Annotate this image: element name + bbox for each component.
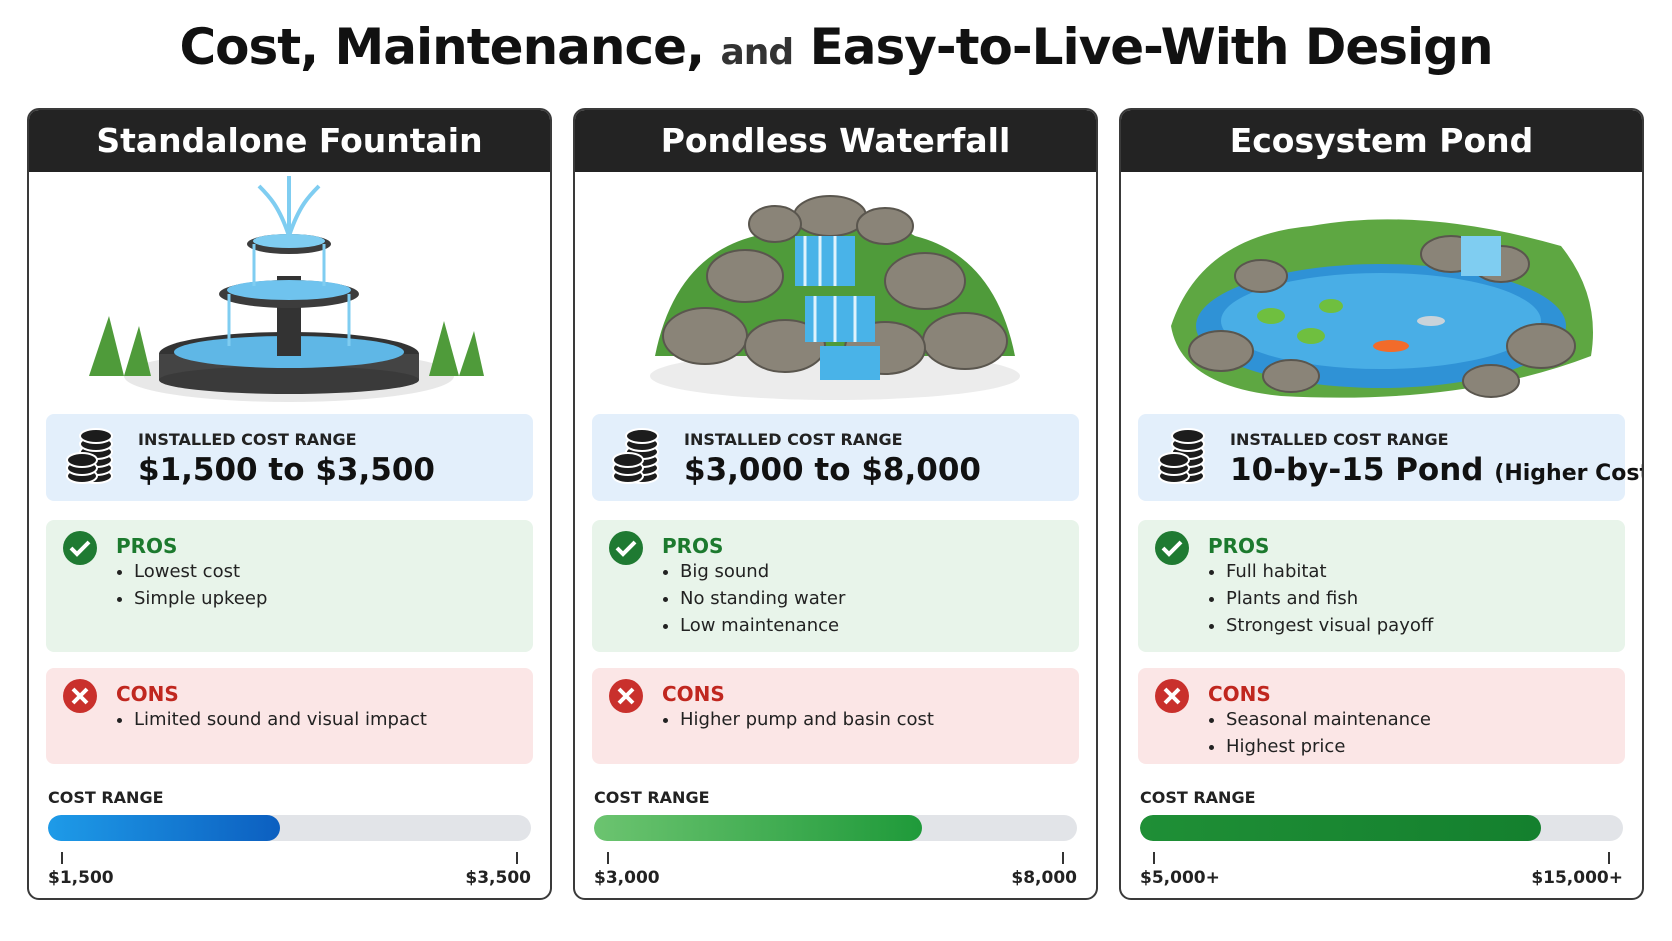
cost-label: INSTALLED COST RANGE (138, 430, 357, 449)
cons-item: Highest price (1226, 733, 1431, 760)
pros-item: Big sound (680, 558, 845, 585)
cons-label: CONS (662, 682, 725, 706)
card-title: Pondless Waterfall (575, 110, 1096, 172)
pros-item: Full habitat (1226, 558, 1433, 585)
cost-box: INSTALLED COST RANGE $1,500 to $3,500 (46, 414, 533, 501)
cons-box: CONSLimited sound and visual impact (46, 668, 533, 764)
pros-label: PROS (116, 534, 178, 558)
cons-icon (1154, 678, 1190, 718)
cost-value: $1,500 to $3,500 (138, 452, 435, 488)
range-label: COST RANGE (48, 788, 164, 807)
range-min: $5,000+ (1140, 868, 1220, 888)
title-part: Easy-to-Live-With Design (809, 18, 1494, 76)
card: Ecosystem Pond INSTALLED COST RANGE 10-by-… (1119, 108, 1644, 900)
pros-list: Big soundNo standing waterLow maintenanc… (662, 558, 845, 639)
cons-label: CONS (1208, 682, 1271, 706)
illustration (615, 176, 1056, 410)
range-label: COST RANGE (1140, 788, 1256, 807)
pros-icon (62, 530, 98, 570)
cost-text: $3,000 to $8,000 (684, 452, 981, 488)
coins-icon (1158, 428, 1206, 490)
cons-icon (608, 678, 644, 718)
cons-item: Higher pump and basin cost (680, 706, 934, 733)
pros-item: No standing water (680, 585, 845, 612)
range-max: $8,000 (1011, 868, 1077, 888)
range-track (48, 815, 531, 841)
cons-box: CONSHigher pump and basin cost (592, 668, 1079, 764)
range-min: $1,500 (48, 868, 114, 888)
range-min: $3,000 (594, 868, 660, 888)
cons-list: Limited sound and visual impact (116, 706, 427, 733)
cost-note: (Higher Cost) (1494, 461, 1644, 486)
illustration (1161, 176, 1602, 410)
range-fill (1140, 815, 1541, 841)
range-fill (48, 815, 280, 841)
pros-label: PROS (1208, 534, 1270, 558)
range-tick (607, 852, 609, 864)
pros-item: Strongest visual payoff (1226, 612, 1433, 639)
cost-value: $3,000 to $8,000 (684, 452, 981, 488)
range-tick (61, 852, 63, 864)
pros-item: Simple upkeep (134, 585, 267, 612)
cost-box: INSTALLED COST RANGE $3,000 to $8,000 (592, 414, 1079, 501)
range-fill (594, 815, 923, 841)
range-tick (1608, 852, 1610, 864)
pros-icon (1154, 530, 1190, 570)
cost-value: 10-by-15 Pond (Higher Cost) (1230, 452, 1644, 488)
cons-label: CONS (116, 682, 179, 706)
card-title: Ecosystem Pond (1121, 110, 1642, 172)
range-track (1140, 815, 1623, 841)
pros-item: Lowest cost (134, 558, 267, 585)
illustration (69, 176, 510, 410)
cons-icon (62, 678, 98, 718)
range-track (594, 815, 1077, 841)
coins-icon (66, 428, 114, 490)
pros-box: PROSBig soundNo standing waterLow mainte… (592, 520, 1079, 652)
pros-box: PROSFull habitatPlants and fishStrongest… (1138, 520, 1625, 652)
range-tick (1062, 852, 1064, 864)
range-tick (1153, 852, 1155, 864)
pros-item: Low maintenance (680, 612, 845, 639)
title: Cost, Maintenance, and Easy-to-Live-With… (0, 18, 1672, 76)
cons-item: Seasonal maintenance (1226, 706, 1431, 733)
cost-box: INSTALLED COST RANGE 10-by-15 Pond (Highe… (1138, 414, 1642, 501)
cost-label: INSTALLED COST RANGE (684, 430, 903, 449)
cost-label: INSTALLED COST RANGE (1230, 430, 1449, 449)
coins-icon (612, 428, 660, 490)
pros-list: Full habitatPlants and fishStrongest vis… (1208, 558, 1433, 639)
card-title: Standalone Fountain (29, 110, 550, 172)
pros-item: Plants and fish (1226, 585, 1433, 612)
cons-list: Seasonal maintenanceHighest price (1208, 706, 1431, 760)
range-max: $15,000+ (1531, 868, 1623, 888)
title-part: and (720, 32, 795, 73)
card: Pondless Waterfall INSTALLED COST RANGE $3… (573, 108, 1098, 900)
cons-list: Higher pump and basin cost (662, 706, 934, 733)
title-part: Cost, Maintenance, (179, 18, 705, 76)
cost-text: $1,500 to $3,500 (138, 452, 435, 488)
range-max: $3,500 (465, 868, 531, 888)
pros-list: Lowest costSimple upkeep (116, 558, 267, 612)
range-tick (516, 852, 518, 864)
pros-box: PROSLowest costSimple upkeep (46, 520, 533, 652)
pros-label: PROS (662, 534, 724, 558)
card: Standalone Fountain INSTALLED COST RANGE $… (27, 108, 552, 900)
range-label: COST RANGE (594, 788, 710, 807)
cons-item: Limited sound and visual impact (134, 706, 427, 733)
cons-box: CONSSeasonal maintenanceHighest price (1138, 668, 1625, 764)
cost-text: 10-by-15 Pond (1230, 452, 1484, 488)
pros-icon (608, 530, 644, 570)
